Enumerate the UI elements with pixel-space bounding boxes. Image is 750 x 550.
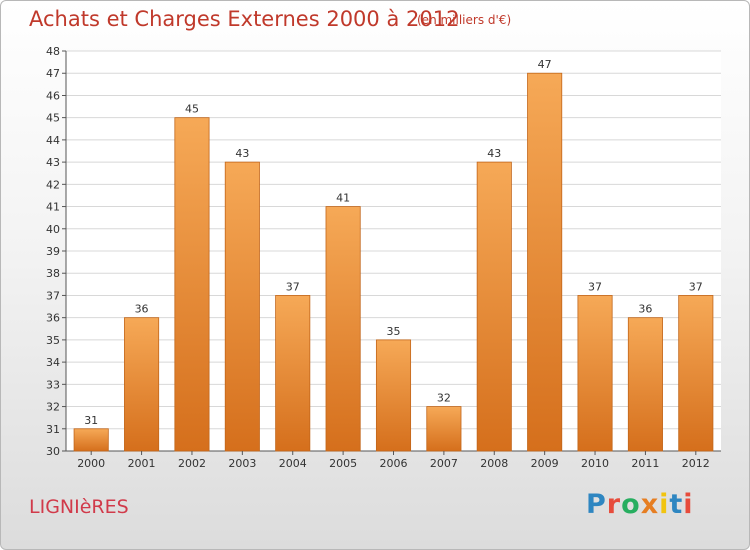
y-tick-label: 40 [46,223,60,236]
bar [224,161,260,452]
x-tick-label: 2011 [631,457,659,470]
bar-value-label: 43 [235,147,249,160]
bar [627,317,663,452]
bar-value-label: 37 [689,280,703,293]
bar-value-label: 31 [84,414,98,427]
bar-value-label: 37 [286,280,300,293]
x-tick-label: 2002 [178,457,206,470]
x-tick-label: 2004 [279,457,307,470]
y-tick-label: 35 [46,334,60,347]
x-tick-label: 2010 [581,457,609,470]
bar-value-label: 47 [538,58,552,71]
y-tick-label: 37 [46,289,60,302]
bar-value-label: 35 [387,325,401,338]
y-tick-label: 44 [46,134,60,147]
x-tick-label: 2005 [329,457,357,470]
y-tick-label: 48 [46,45,60,58]
y-tick-label: 30 [46,445,60,458]
bar-value-label: 45 [185,103,199,116]
x-tick-label: 2012 [682,457,710,470]
x-tick-label: 2000 [77,457,105,470]
x-tick-label: 2003 [228,457,256,470]
commune-name: LIGNIèRES [29,496,129,518]
x-tick-label: 2006 [380,457,408,470]
bar-value-label: 32 [437,392,451,405]
y-tick-label: 31 [46,423,60,436]
y-tick-label: 43 [46,156,60,169]
bar [275,295,311,452]
bar-value-label: 37 [588,280,602,293]
y-tick-label: 32 [46,401,60,414]
y-tick-label: 34 [46,356,60,369]
y-tick-label: 42 [46,178,60,191]
y-tick-label: 41 [46,201,60,214]
y-tick-label: 33 [46,378,60,391]
x-tick-label: 2009 [531,457,559,470]
chart-title: Achats et Charges Externes 2000 à 2012 [29,7,460,31]
bar [577,295,613,452]
bar [527,72,563,452]
bar [325,206,361,452]
bar [678,295,714,452]
bar [73,428,109,452]
y-tick-label: 46 [46,89,60,102]
bar [476,161,512,452]
bar [375,339,412,452]
y-tick-label: 38 [46,267,60,280]
bar [124,317,160,452]
x-tick-label: 2007 [430,457,458,470]
y-tick-label: 47 [46,67,60,80]
y-tick-label: 36 [46,312,60,325]
y-tick-label: 39 [46,245,60,258]
proxiti-logo: Proxiti [586,489,694,520]
chart-subtitle: (en milliers d'€) [417,13,512,27]
bar-value-label: 41 [336,192,350,205]
y-tick-label: 45 [46,112,60,125]
bar [174,117,210,452]
bar-value-label: 36 [135,303,149,316]
x-tick-label: 2008 [480,457,508,470]
bar-value-label: 36 [638,303,652,316]
x-tick-label: 2001 [128,457,156,470]
bar [426,406,462,452]
bar-value-label: 43 [487,147,501,160]
